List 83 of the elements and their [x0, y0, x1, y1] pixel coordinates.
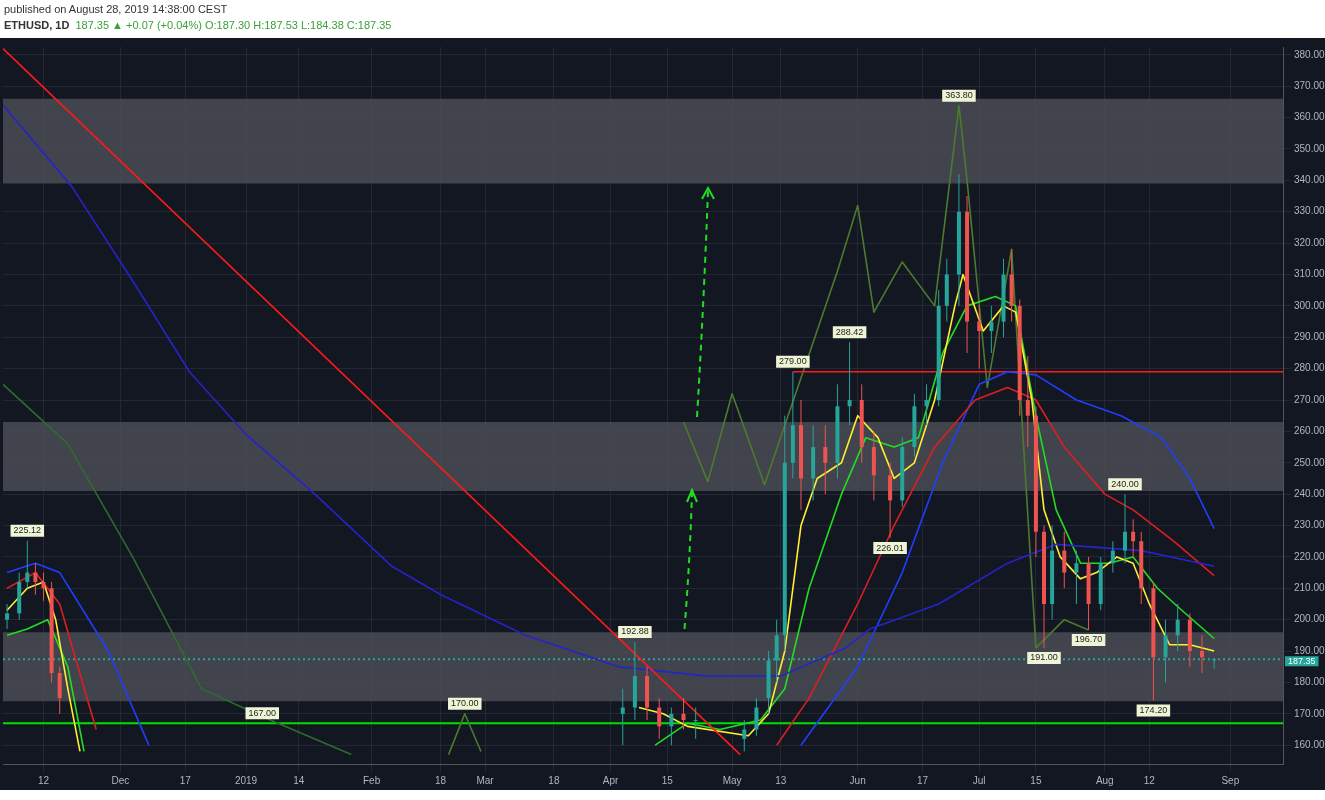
ref-line-label: 187.35	[1288, 655, 1316, 666]
y-tick-label: 220.00	[1294, 550, 1325, 562]
annotation: 240.00	[1111, 478, 1139, 489]
annotation: 170.00	[451, 698, 479, 709]
y-tick-label: 160.00	[1294, 738, 1325, 750]
y-tick-label: 360.00	[1294, 111, 1325, 123]
y-tick-label: 230.00	[1294, 519, 1325, 531]
candlestick	[924, 383, 929, 426]
candlestick	[754, 697, 759, 737]
y-tick-label: 370.00	[1294, 79, 1325, 91]
x-tick-label: Apr	[602, 774, 620, 786]
candlestick	[25, 540, 30, 589]
chart-subtitle: 187.35 ▲ +0.07 (+0.04%) O:187.30 H:187.53 L:184.38 C:187.35	[75, 19, 392, 31]
x-tick-label: Sep	[1221, 774, 1240, 786]
y-tick-label: 240.00	[1294, 487, 1325, 499]
candlestick	[1074, 550, 1079, 605]
candlestick	[742, 719, 747, 752]
y-tick-label: 200.00	[1294, 613, 1325, 625]
annotation: 279.00	[779, 356, 807, 367]
candlestick	[1199, 634, 1204, 674]
x-tick-label: 13	[775, 774, 787, 786]
candlestick	[847, 341, 852, 426]
y-tick-label: 250.00	[1294, 456, 1325, 468]
x-tick-label: Mar	[476, 774, 495, 786]
annotation: 226.01	[876, 542, 904, 553]
candlestick	[41, 572, 46, 602]
candlestick	[1062, 531, 1067, 589]
x-tick-label: 18	[434, 774, 447, 786]
y-tick-label: 330.00	[1294, 205, 1325, 217]
candlestick	[1110, 540, 1115, 574]
annotation: 167.00	[248, 707, 277, 718]
candlestick	[693, 707, 698, 740]
candlestick	[669, 707, 674, 746]
candlestick	[989, 305, 994, 354]
x-tick-label: Feb	[362, 774, 381, 786]
candlestick	[1175, 603, 1180, 652]
x-tick-label: 15	[661, 774, 674, 786]
candlestick	[681, 697, 686, 730]
y-tick-label: 270.00	[1294, 393, 1325, 405]
candlestick	[1025, 355, 1030, 448]
annotation: 288.42	[835, 326, 864, 337]
chart-title: ETHUSD, 1D	[4, 19, 70, 31]
annotation: 192.88	[621, 626, 649, 637]
y-tick-label: 190.00	[1294, 644, 1325, 656]
y-tick-label: 170.00	[1294, 707, 1325, 719]
x-tick-label: 2019	[234, 774, 258, 786]
candlestick	[33, 562, 38, 596]
y-tick-label: 350.00	[1294, 142, 1325, 154]
annotation: 196.70	[1074, 634, 1103, 645]
candlestick	[1123, 493, 1128, 564]
x-tick-label: May	[722, 774, 742, 786]
annotation: 363.80	[945, 90, 973, 101]
x-tick-label: 14	[293, 774, 305, 786]
y-tick-label: 260.00	[1294, 425, 1325, 437]
x-tick-label: 15	[1030, 774, 1042, 786]
annotation: 174.20	[1139, 705, 1168, 716]
annotation: 191.00	[1030, 652, 1058, 663]
y-tick-label: 210.00	[1294, 582, 1325, 594]
candlestick	[977, 305, 982, 370]
candlestick	[5, 603, 10, 630]
y-tick-label: 310.00	[1294, 268, 1325, 280]
y-tick-label: 380.00	[1294, 48, 1325, 60]
y-tick-label: 180.00	[1294, 676, 1325, 688]
x-tick-label: 17	[179, 774, 192, 786]
annotation: 225.12	[13, 525, 42, 536]
text: published on August 28, 2019 14:38:00 CEST	[4, 3, 228, 15]
y-tick-label: 340.00	[1294, 174, 1325, 186]
x-tick-label: 12	[1143, 774, 1156, 786]
candlestick	[1131, 518, 1136, 558]
candlestick	[657, 697, 662, 740]
y-tick-label: 290.00	[1294, 331, 1325, 342]
x-tick-label: Dec	[111, 774, 130, 786]
candlestick	[620, 688, 625, 746]
y-tick-label: 280.00	[1294, 362, 1325, 374]
x-tick-label: 17	[916, 774, 929, 786]
y-tick-label: 300.00	[1294, 299, 1325, 311]
x-tick-label: 18	[548, 774, 560, 786]
x-tick-label: Aug	[1095, 774, 1114, 786]
candlestick	[823, 424, 828, 495]
x-tick-label: 12	[37, 774, 50, 786]
y-tick-label: 320.00	[1294, 236, 1325, 248]
x-tick-label: Jun	[849, 774, 866, 786]
x-tick-label: Jul	[972, 774, 986, 786]
